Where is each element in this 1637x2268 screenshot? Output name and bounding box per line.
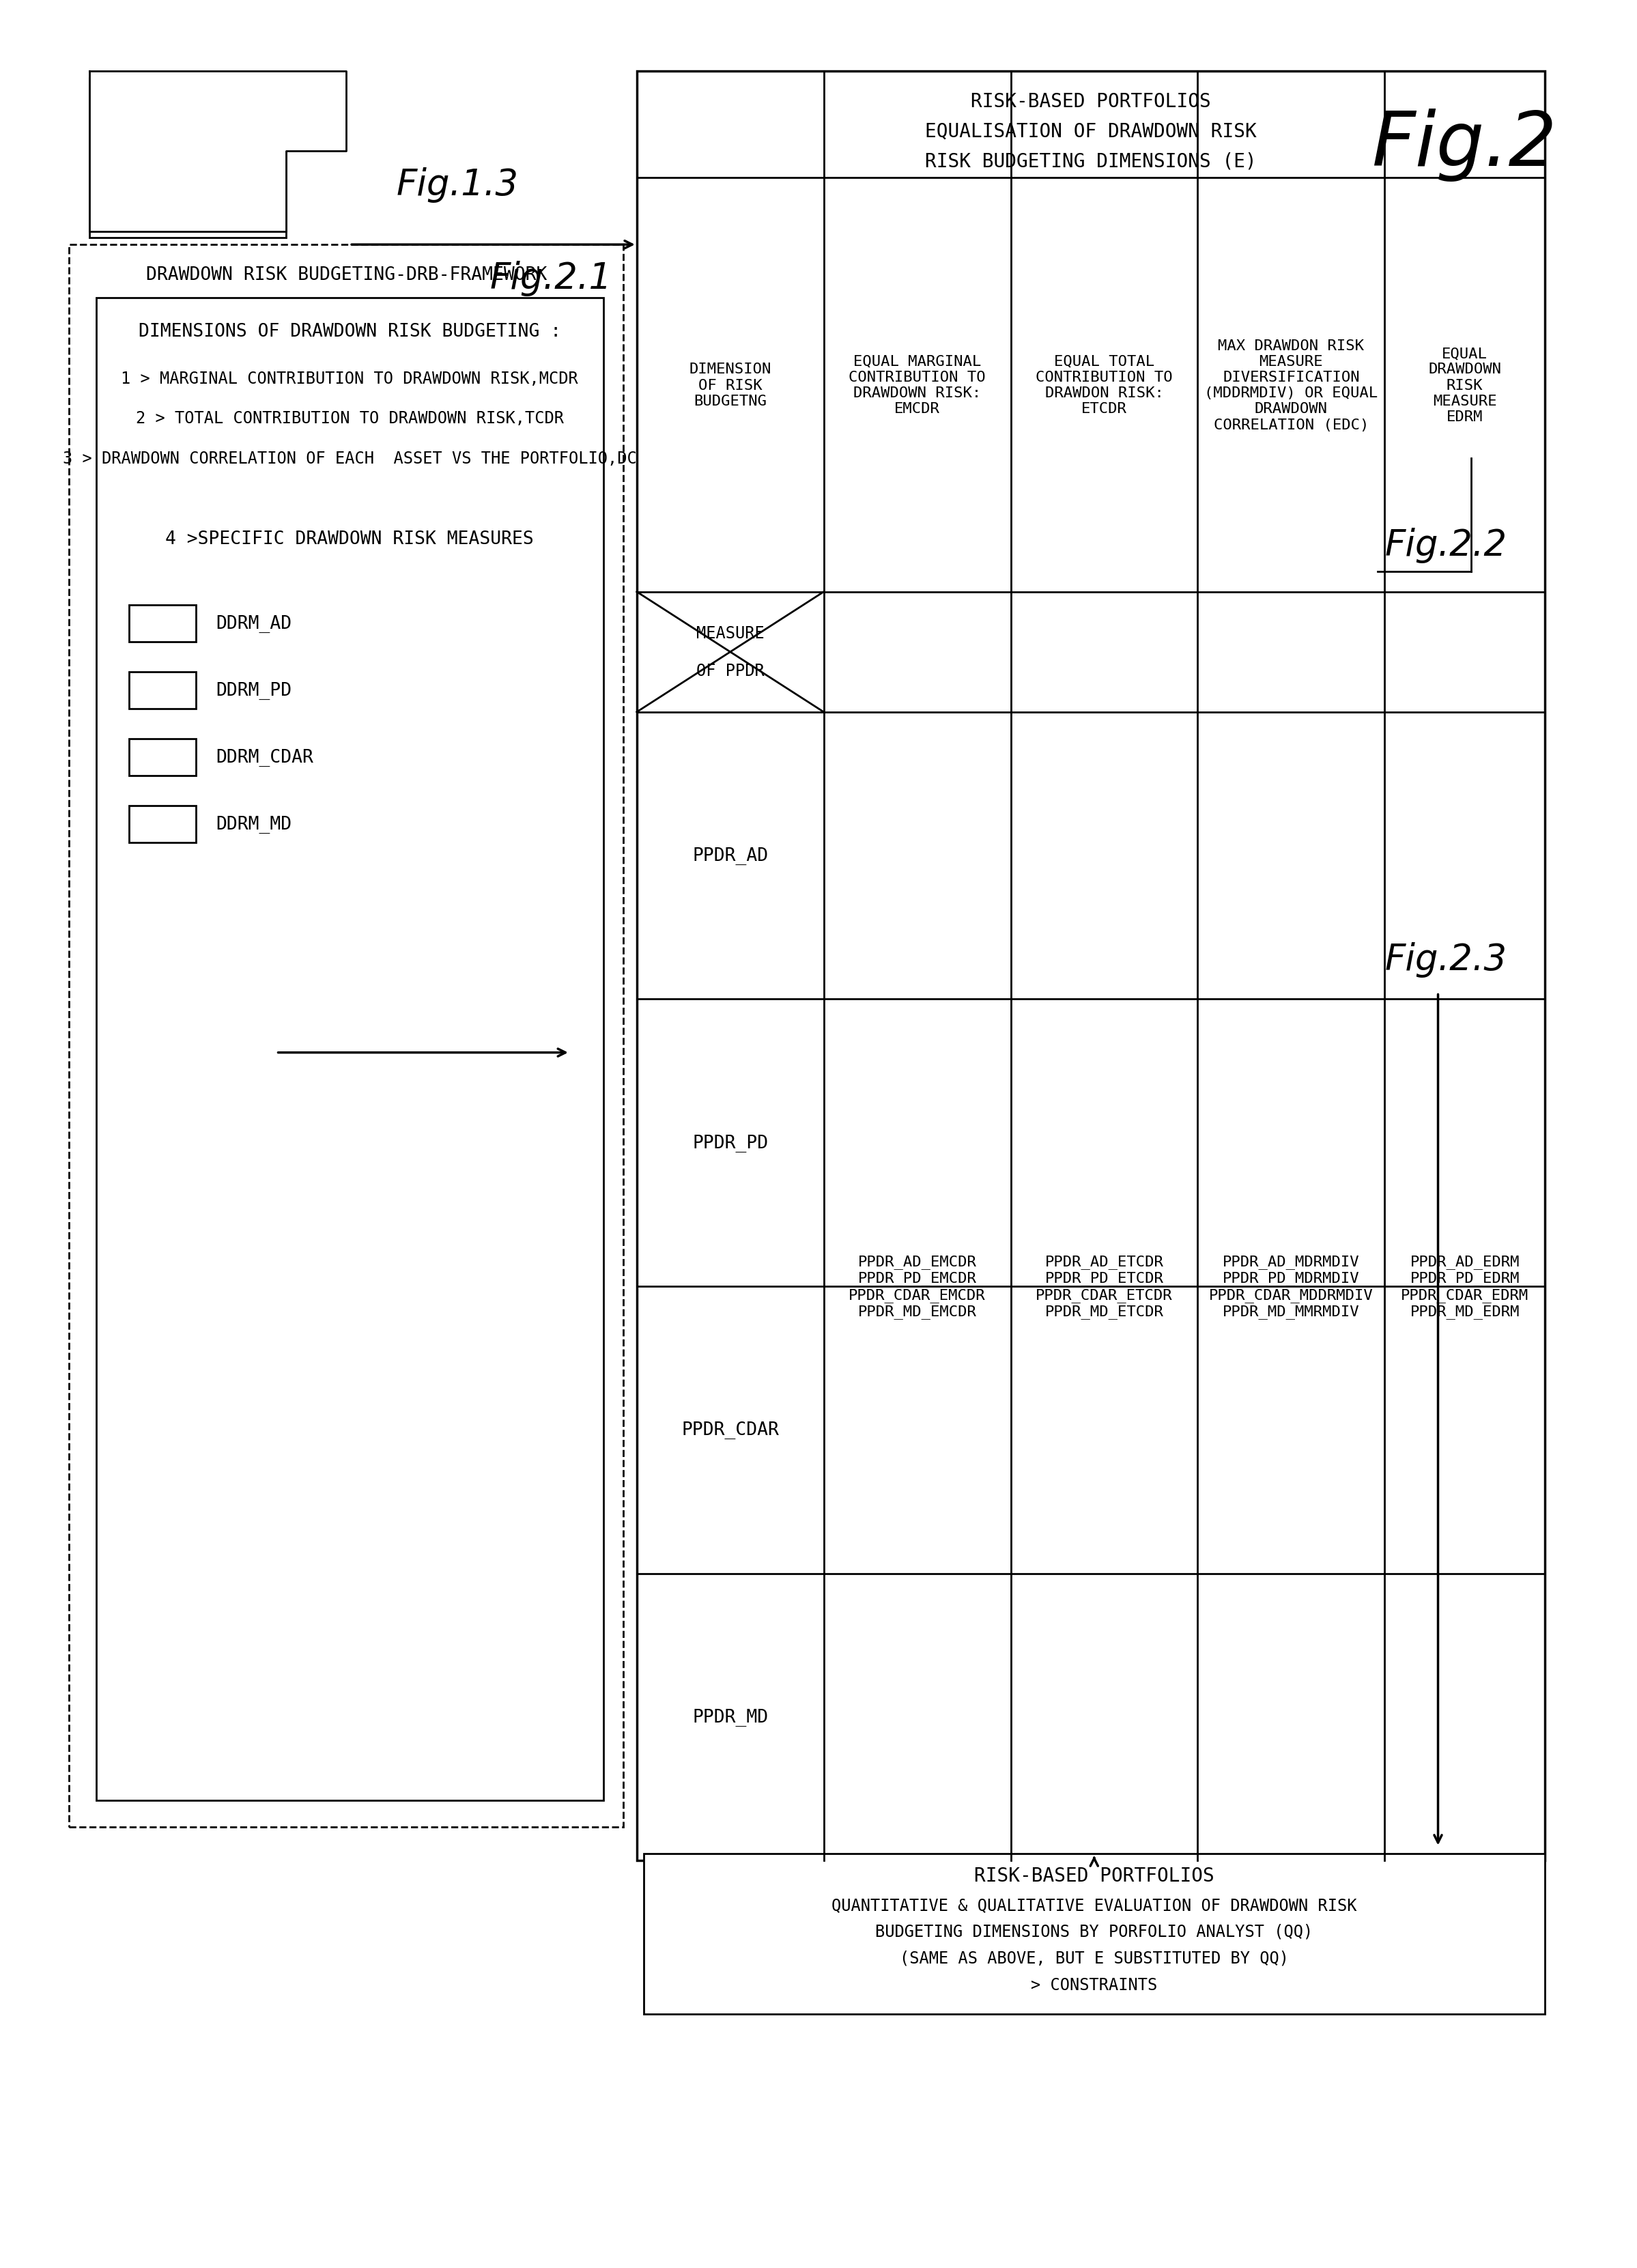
Text: 3 > DRAWDOWN CORRELATION OF EACH  ASSET VS THE PORTFOLIO,DC: 3 > DRAWDOWN CORRELATION OF EACH ASSET V… — [62, 451, 637, 467]
Text: EQUAL MARGINAL
CONTRIBUTION TO
DRAWDOWN RISK:
EMCDR: EQUAL MARGINAL CONTRIBUTION TO DRAWDOWN … — [848, 354, 985, 415]
Bar — [97, 299, 604, 1801]
Text: MAX DRAWDON RISK
MEASURE
DIVERSIFICATION
(MDDRMDIV) OR EQUAL
DRAWDOWN
CORRELATIO: MAX DRAWDON RISK MEASURE DIVERSIFICATION… — [1205, 338, 1378, 431]
Text: OF PPDR: OF PPDR — [696, 662, 764, 678]
Text: DDRM_PD: DDRM_PD — [216, 683, 291, 699]
Polygon shape — [90, 73, 347, 231]
Text: MEASURE: MEASURE — [696, 626, 764, 642]
Bar — [129, 805, 196, 844]
Bar — [129, 739, 196, 776]
Text: PPDR_AD_EDRM
PPDR_PD_EDRM
PPDR_CDAR_EDRM
PPDR_MD_EDRM: PPDR_AD_EDRM PPDR_PD_EDRM PPDR_CDAR_EDRM… — [1401, 1254, 1529, 1318]
Text: PPDR_AD_EMCDR
PPDR_PD_EMCDR
PPDR_CDAR_EMCDR
PPDR_MD_EMCDR: PPDR_AD_EMCDR PPDR_PD_EMCDR PPDR_CDAR_EM… — [848, 1254, 985, 1318]
Bar — [69, 245, 624, 1828]
Text: DDRM_AD: DDRM_AD — [216, 615, 291, 633]
Text: 2 > TOTAL CONTRIBUTION TO DRAWDOWN RISK,TCDR: 2 > TOTAL CONTRIBUTION TO DRAWDOWN RISK,… — [136, 411, 563, 426]
Text: PPDR_CDAR: PPDR_CDAR — [681, 1422, 779, 1438]
Text: EQUAL TOTAL
CONTRIBUTION TO
DRAWDON RISK:
ETCDR: EQUAL TOTAL CONTRIBUTION TO DRAWDON RISK… — [1036, 354, 1172, 415]
Text: Fig.2: Fig.2 — [1372, 109, 1557, 181]
Text: DRAWDOWN RISK BUDGETING-DRB-FRAMEWORK: DRAWDOWN RISK BUDGETING-DRB-FRAMEWORK — [146, 265, 547, 284]
Text: 4 >SPECIFIC DRAWDOWN RISK MEASURES: 4 >SPECIFIC DRAWDOWN RISK MEASURES — [165, 531, 534, 549]
Bar — [637, 73, 1545, 1860]
Text: EQUALISATION OF DRAWDOWN RISK: EQUALISATION OF DRAWDOWN RISK — [925, 122, 1257, 141]
Text: DDRM_CDAR: DDRM_CDAR — [216, 748, 314, 767]
Text: PPDR_PD: PPDR_PD — [692, 1134, 768, 1152]
Text: QUANTITATIVE & QUALITATIVE EVALUATION OF DRAWDOWN RISK: QUANTITATIVE & QUALITATIVE EVALUATION OF… — [832, 1896, 1357, 1912]
Text: Fig.1.3: Fig.1.3 — [396, 168, 519, 202]
Text: Fig.2.1: Fig.2.1 — [489, 261, 612, 297]
Text: DIMENSIONS OF DRAWDOWN RISK BUDGETING :: DIMENSIONS OF DRAWDOWN RISK BUDGETING : — [139, 322, 561, 340]
Bar — [129, 671, 196, 710]
Text: PPDR_AD: PPDR_AD — [692, 846, 768, 864]
Text: Fig.2.3: Fig.2.3 — [1385, 941, 1506, 978]
Text: (SAME AS ABOVE, BUT E SUBSTITUTED BY QQ): (SAME AS ABOVE, BUT E SUBSTITUTED BY QQ) — [900, 1950, 1288, 1966]
Bar — [643, 1853, 1545, 2014]
Bar — [129, 606, 196, 642]
Text: RISK BUDGETING DIMENSIONS (E): RISK BUDGETING DIMENSIONS (E) — [925, 152, 1257, 170]
Text: PPDR_AD_ETCDR
PPDR_PD_ETCDR
PPDR_CDAR_ETCDR
PPDR_MD_ETCDR: PPDR_AD_ETCDR PPDR_PD_ETCDR PPDR_CDAR_ET… — [1036, 1254, 1172, 1318]
Text: BUDGETING DIMENSIONS BY PORFOLIO ANALYST (QQ): BUDGETING DIMENSIONS BY PORFOLIO ANALYST… — [876, 1923, 1313, 1939]
Bar — [90, 77, 286, 238]
Text: 1 > MARGINAL CONTRIBUTION TO DRAWDOWN RISK,MCDR: 1 > MARGINAL CONTRIBUTION TO DRAWDOWN RI… — [121, 370, 578, 388]
Text: > CONSTRAINTS: > CONSTRAINTS — [1031, 1978, 1157, 1994]
Text: EQUAL
DRAWDOWN
RISK
MEASURE
EDRM: EQUAL DRAWDOWN RISK MEASURE EDRM — [1427, 347, 1501, 424]
Text: DDRM_MD: DDRM_MD — [216, 814, 291, 832]
Text: PPDR_AD_MDRMDIV
PPDR_PD_MDRMDIV
PPDR_CDAR_MDDRMDIV
PPDR_MD_MMRMDIV: PPDR_AD_MDRMDIV PPDR_PD_MDRMDIV PPDR_CDA… — [1210, 1254, 1373, 1318]
Text: RISK-BASED PORTFOLIOS: RISK-BASED PORTFOLIOS — [971, 93, 1211, 111]
Text: PPDR_MD: PPDR_MD — [692, 1708, 768, 1726]
Text: Fig.2.2: Fig.2.2 — [1385, 528, 1506, 562]
Text: RISK-BASED PORTFOLIOS: RISK-BASED PORTFOLIOS — [974, 1867, 1215, 1885]
Text: DIMENSION
OF RISK
BUDGETNG: DIMENSION OF RISK BUDGETNG — [689, 363, 771, 408]
